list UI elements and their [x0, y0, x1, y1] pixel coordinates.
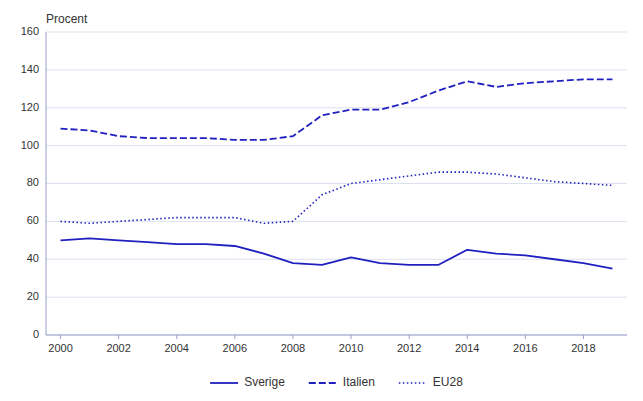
y-tick-label: 20	[27, 290, 39, 302]
legend-item: Italien	[309, 375, 375, 389]
y-tick-label: 100	[21, 139, 39, 151]
x-axis-line	[46, 335, 627, 336]
legend-swatch	[309, 382, 337, 384]
lines	[61, 79, 613, 268]
x-tick-label: 2004	[164, 342, 188, 354]
legend-label: Sverige	[244, 375, 285, 389]
legend: Sverige Italien EU28	[210, 375, 463, 389]
y-tick-label: 160	[21, 25, 39, 37]
x-tick	[60, 335, 61, 339]
series-line	[61, 79, 613, 140]
y-grid	[46, 32, 627, 335]
legend-label: EU28	[433, 375, 463, 389]
x-tick-label: 2002	[106, 342, 130, 354]
x-tick-label: 2018	[571, 342, 595, 354]
legend-swatch	[399, 382, 427, 384]
grid-line	[46, 335, 627, 336]
legend-swatch	[210, 382, 238, 384]
y-axis-line	[46, 32, 47, 335]
x-tick	[176, 335, 177, 339]
grid-line	[46, 69, 627, 70]
x-tick-label: 2010	[339, 342, 363, 354]
chart-svg: 0204060801001201401602000200220042006200…	[0, 0, 643, 401]
x-tick	[583, 335, 584, 339]
x-tick	[467, 335, 468, 339]
legend-item: Sverige	[210, 375, 285, 389]
y-tick-label: 60	[27, 214, 39, 226]
grid-line	[46, 107, 627, 108]
x-tick-label: 2016	[513, 342, 537, 354]
y-axis-label: Procent	[46, 12, 88, 26]
x-axis: 2000 2002 2004 2006 2008 2010 2012 2014 2016 2018	[46, 335, 627, 354]
grid-line	[46, 145, 627, 146]
y-tick-label: 0	[33, 328, 39, 340]
x-tick	[234, 335, 235, 339]
legend-label: Italien	[343, 375, 375, 389]
grid-line	[46, 297, 627, 298]
x-tick-label: 2008	[281, 342, 305, 354]
x-tick	[351, 335, 352, 339]
x-tick-label: 2006	[223, 342, 247, 354]
x-tick	[525, 335, 526, 339]
x-tick-label: 2000	[48, 342, 72, 354]
grid-line	[46, 259, 627, 260]
chart-container: 0204060801001201401602000200220042006200…	[0, 0, 643, 401]
grid-line	[46, 183, 627, 184]
series-line	[61, 172, 613, 223]
series-line	[61, 238, 613, 268]
x-tick-label: 2014	[455, 342, 479, 354]
grid-line	[46, 32, 627, 33]
x-tick	[118, 335, 119, 339]
y-tick-label: 120	[21, 101, 39, 113]
y-tick-label: 40	[27, 252, 39, 264]
y-tick-label: 140	[21, 63, 39, 75]
y-axis: 0 20 40 60 80 100 120 140 160	[21, 25, 46, 340]
x-tick	[409, 335, 410, 339]
x-tick	[292, 335, 293, 339]
legend-item: EU28	[399, 375, 463, 389]
x-tick-label: 2012	[397, 342, 421, 354]
y-tick-label: 80	[27, 176, 39, 188]
